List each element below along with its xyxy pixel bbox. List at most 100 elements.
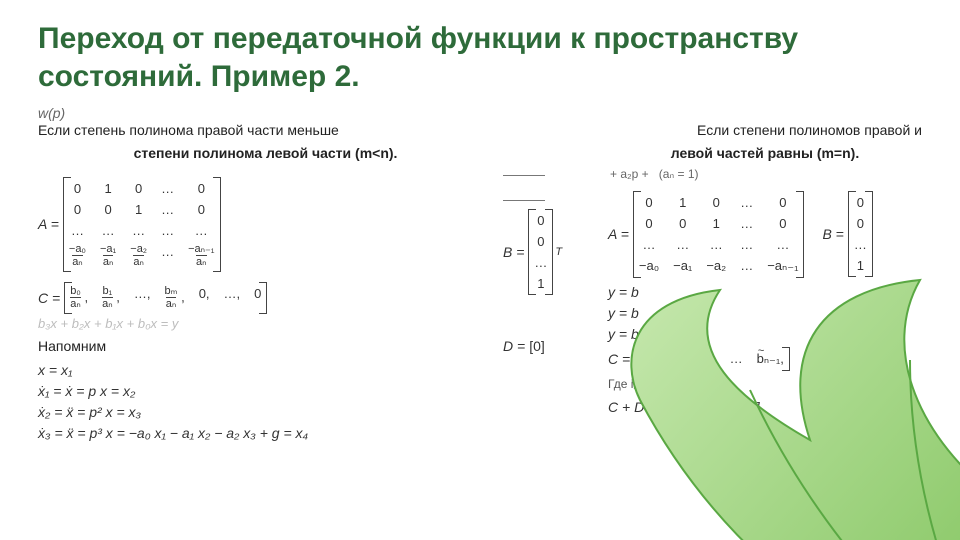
matrix-D-right-label: D = <box>814 351 836 367</box>
cell: 1 <box>673 195 692 210</box>
cell: 1 <box>854 258 867 273</box>
cell: b₁, <box>670 351 685 367</box>
right-column: Если степени полиномов правой и левой ча… <box>608 121 922 444</box>
system-equations: x = x₁ ẋ₁ = ẋ = p x = x₂ ẋ₂ = ẍ = p² x =… <box>38 360 493 444</box>
cell: … <box>100 223 116 238</box>
matrix-A-right-label: A = <box>608 226 629 242</box>
cell: 0 <box>706 195 726 210</box>
gde-note: Где i₁ …₁ … <box>608 377 922 391</box>
left-caption-2: степени полинома левой части (m<n). <box>38 144 493 163</box>
cell: bₘaₙ , <box>164 286 184 310</box>
matrix-B-mid: B = 0 0 … 1 T <box>503 209 562 295</box>
cell: … <box>730 351 743 367</box>
cell: −aₙ₋₁ <box>767 258 798 274</box>
cell: … <box>69 223 86 238</box>
cell: b₂, <box>700 351 716 367</box>
hr-icon <box>503 200 545 201</box>
cd-row: C + D = [b₀ b₁ b₂] + [b₃] <box>608 399 760 415</box>
content-columns: Если степень полинома правой части меньш… <box>38 121 922 444</box>
matrix-A-left-label: A = <box>38 216 59 232</box>
y-row: y = b <box>608 324 922 345</box>
transpose-mark: T <box>555 246 562 258</box>
cell: … <box>130 223 147 238</box>
cell: −a₂aₙ <box>130 244 147 268</box>
cell: … <box>161 223 174 238</box>
matrix-A-right: A = 010…0 001…0 …………… −a₀−a₁−a₂…−aₙ₋₁ <box>608 191 804 278</box>
cell: 0 <box>639 216 659 231</box>
cell: −aₙ₋₁aₙ <box>188 244 214 268</box>
cell: b₁aₙ , <box>102 286 120 310</box>
matrix-A-left: A = 010…0 001…0 …………… −a₀aₙ −a₁aₙ −a₂aₙ … <box>38 177 221 272</box>
cell: 0 <box>534 234 547 249</box>
y-equations: y = b y = b y = b <box>608 282 922 345</box>
cell: … <box>161 202 174 217</box>
cell: 0 <box>639 195 659 210</box>
cell: … <box>740 237 753 252</box>
cell: 0 <box>767 216 798 231</box>
cell: 0 <box>188 202 214 217</box>
cell: … <box>706 237 726 252</box>
cell: … <box>534 255 547 270</box>
matrix-D-mid-label: D = <box>503 338 525 354</box>
left-column: Если степень полинома правой части меньш… <box>38 121 493 444</box>
cell: … <box>673 237 692 252</box>
cell: 0 <box>254 286 261 310</box>
matrix-C-right-label: C = <box>608 351 630 367</box>
cell: … <box>188 223 214 238</box>
page-title: Переход от передаточной функции к простр… <box>38 20 922 95</box>
matrix-B-right: B = 0 0 … 1 <box>822 191 872 277</box>
sys-row: ẋ₂ = ẍ = p² x = x₃ <box>38 402 493 423</box>
y-row: y = b <box>608 303 922 324</box>
matrix-D-mid: D = [0] <box>503 338 545 354</box>
sys-row: ẋ₁ = ẋ = p x = x₂ <box>38 381 493 402</box>
cell: 1 <box>534 276 547 291</box>
cell: …, <box>134 286 151 310</box>
an-note: + a₂p + (aₙ = 1) <box>610 167 922 181</box>
cell: 0 <box>130 181 147 196</box>
cell: … <box>740 195 753 210</box>
cell: 0 <box>188 181 214 196</box>
hr-icon <box>503 175 545 176</box>
cell: 0 <box>69 202 86 217</box>
right-caption-2: левой частей равны (m=n). <box>608 144 922 163</box>
matrix-D-right: D = [bₙ] <box>814 350 861 367</box>
y-row: y = b <box>608 282 922 303</box>
cell: … <box>161 244 174 268</box>
matrix-B-right-label: B = <box>822 226 843 242</box>
cell: bₙ₋₁, <box>757 351 784 367</box>
cell: 1 <box>130 202 147 217</box>
sys-row: x = x₁ <box>38 360 493 381</box>
cell: 0 <box>673 216 692 231</box>
cell: b₀, <box>640 351 656 367</box>
matrix-C-right: C = b₀, b₁, b₂, … bₙ₋₁, <box>608 347 790 371</box>
matrix-C-left-label: C = <box>38 290 60 306</box>
cell: … <box>740 216 753 231</box>
matrix-C-left: C = b₀aₙ , b₁aₙ , …, bₘaₙ , 0, …, 0 <box>38 282 267 314</box>
cell: 0 <box>854 216 867 231</box>
cell: 0 <box>100 202 116 217</box>
matrix-B-mid-label: B = <box>503 244 524 260</box>
cell: −a₂ <box>706 258 726 274</box>
an-note-side: (aₙ = 1) <box>659 167 699 181</box>
cell: … <box>161 181 174 196</box>
cell: −a₀aₙ <box>69 244 86 268</box>
d-value: [0] <box>529 338 545 354</box>
cell: … <box>854 237 867 252</box>
an-note-top: + a₂p + <box>610 167 649 181</box>
cell: …, <box>224 286 241 310</box>
wp-label: w(p) <box>38 105 922 121</box>
right-caption-1: Если степени полиномов правой и <box>608 121 922 140</box>
faded-poly: b₃x + b₂x + b₁x + b₀x = y <box>38 316 493 331</box>
cell: … <box>767 237 798 252</box>
cell: −a₀ <box>639 258 659 274</box>
cell: 0 <box>534 213 547 228</box>
cell: −a₁ <box>673 258 692 274</box>
cell: 0 <box>69 181 86 196</box>
cell: 1 <box>706 216 726 231</box>
napomnim: Напомним <box>38 337 493 356</box>
d-right-value: [bₙ] <box>840 350 861 367</box>
sys-row: ẋ₃ = ẍ = p³ x = −a₀ x₁ − a₁ x₂ − a₂ x₃ +… <box>38 423 493 444</box>
cell: 0, <box>199 286 210 310</box>
cell: 0 <box>767 195 798 210</box>
cell: 1 <box>100 181 116 196</box>
